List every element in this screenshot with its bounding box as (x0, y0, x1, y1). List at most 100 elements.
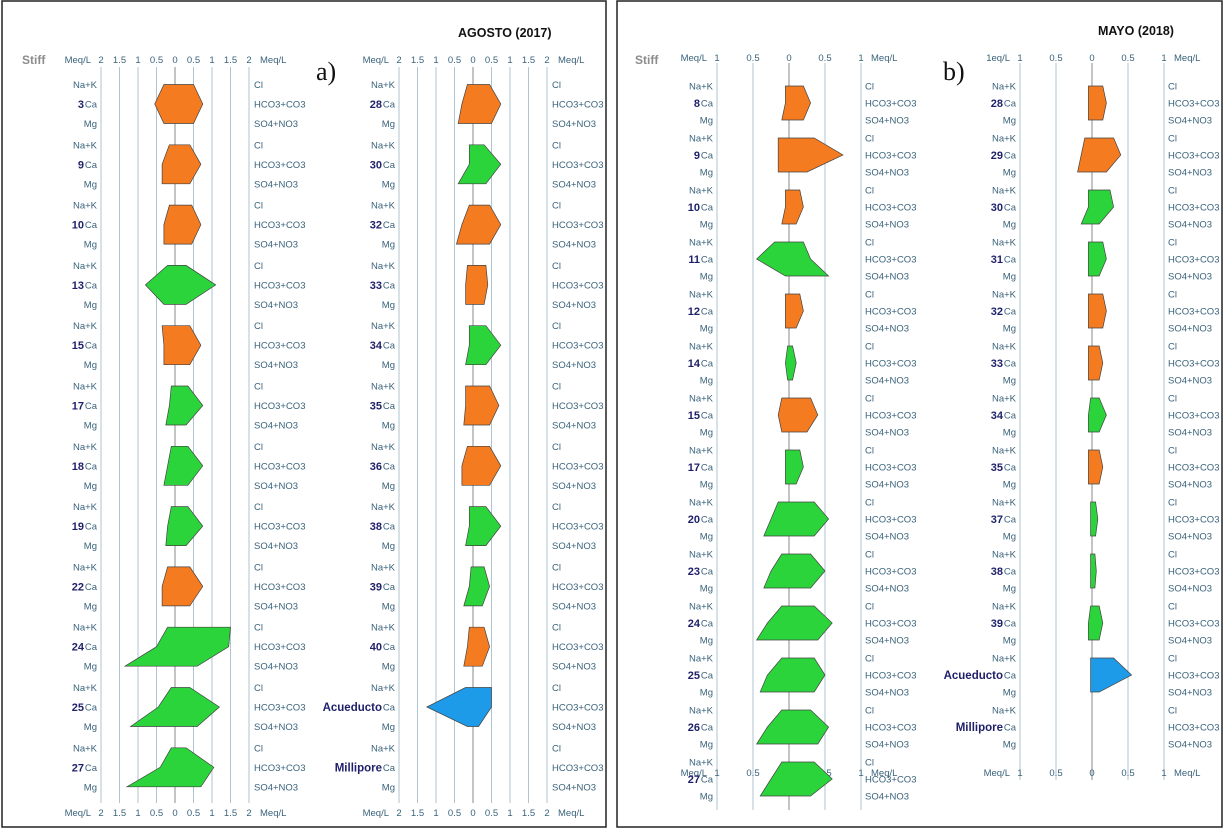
ion-label-hco3-co3: HCO3+CO3 (254, 220, 305, 231)
ion-label-so4-no3: SO4+NO3 (552, 119, 596, 130)
ion-label-na-k: Na+K (73, 743, 98, 754)
bottom-tick-label: 1.5 (113, 808, 126, 819)
ion-label-na-k: Na+K (371, 321, 396, 332)
ion-label-mg: Mg (1003, 636, 1016, 647)
ion-label-hco3-co3: HCO3+CO3 (552, 220, 603, 231)
ion-label-so4-no3: SO4+NO3 (1168, 220, 1212, 231)
ion-label-ca: Ca (1004, 671, 1017, 682)
bottom-tick-label: 1 (714, 768, 719, 779)
bottom-tick-label: 1 (507, 808, 512, 819)
ion-label-so4-no3: SO4+NO3 (552, 662, 596, 673)
ion-label-cl: Cl (1168, 238, 1177, 249)
ion-label-ca: Ca (1004, 723, 1017, 734)
ion-label-hco3-co3: HCO3+CO3 (1168, 723, 1219, 734)
sample-label: 36 (370, 461, 382, 473)
stiff-polygon (129, 687, 220, 727)
ion-label-cl: Cl (254, 80, 263, 91)
sample-label: 20 (688, 514, 700, 526)
ion-label-na-k: Na+K (689, 758, 714, 769)
unit-label-right: Meq/L (1174, 53, 1200, 64)
ion-label-cl: Cl (1168, 82, 1177, 93)
sample-label: 17 (688, 462, 700, 474)
ion-label-hco3-co3: HCO3+CO3 (552, 280, 603, 291)
stiff-polygon (465, 325, 502, 366)
ion-label-ca: Ca (85, 461, 98, 472)
ion-label-ca: Ca (1004, 151, 1017, 162)
ion-label-cl: Cl (865, 290, 874, 301)
unit-label-left: 1eq/L (986, 53, 1010, 64)
stiff-column-3: 10.500.51Meq/LMeq/L10.500.51Meq/LMeq/LNa… (681, 53, 917, 810)
ion-label-so4-no3: SO4+NO3 (865, 688, 909, 699)
ion-label-ca: Ca (1004, 203, 1017, 214)
bottom-tick-label: 1 (1161, 768, 1166, 779)
sample-label: 38 (370, 521, 382, 533)
ion-label-ca: Ca (85, 582, 98, 593)
sample-label: 33 (370, 280, 382, 292)
ion-label-na-k: Na+K (992, 134, 1017, 145)
ion-label-na-k: Na+K (371, 382, 396, 393)
ion-label-mg: Mg (382, 360, 395, 371)
stiff-sample: Na+K Ca Mg9 Cl HCO3+CO3 SO4+NO3 (689, 134, 917, 179)
ion-label-so4-no3: SO4+NO3 (865, 636, 909, 647)
sample-label: 29 (991, 150, 1003, 162)
ion-label-so4-no3: SO4+NO3 (1168, 480, 1212, 491)
ion-label-mg: Mg (1003, 116, 1016, 127)
ion-label-mg: Mg (1003, 740, 1016, 751)
stiff-polygon (161, 566, 204, 607)
sample-label: 22 (72, 581, 84, 593)
ion-label-mg: Mg (84, 360, 97, 371)
ion-label-ca: Ca (383, 642, 396, 653)
sample-label: 17 (72, 401, 84, 413)
ion-label-mg: Mg (700, 428, 713, 439)
stiff-polygon (785, 345, 797, 381)
top-tick-label: 0.5 (746, 53, 759, 64)
top-tick-label: 0.5 (485, 55, 498, 66)
ion-label-so4-no3: SO4+NO3 (865, 480, 909, 491)
stiff-polygon (777, 397, 819, 433)
top-tick-label: 1.5 (411, 55, 424, 66)
ion-label-hco3-co3: HCO3+CO3 (865, 307, 916, 318)
top-tick-label: 2 (246, 55, 251, 66)
ion-label-so4-no3: SO4+NO3 (865, 584, 909, 595)
ion-label-hco3-co3: HCO3+CO3 (552, 401, 603, 412)
ion-label-cl: Cl (552, 623, 561, 634)
ion-label-mg: Mg (382, 662, 395, 673)
bottom-tick-label: 1.5 (522, 808, 535, 819)
ion-label-so4-no3: SO4+NO3 (254, 601, 298, 612)
ion-label-hco3-co3: HCO3+CO3 (1168, 515, 1219, 526)
stiff-polygon (763, 553, 826, 589)
bottom-tick-label: 1.5 (224, 808, 237, 819)
top-tick-label: 1 (209, 55, 214, 66)
ion-label-ca: Ca (701, 203, 714, 214)
unit-label-left: Meq/L (65, 808, 91, 819)
sample-label: Millipore (956, 722, 1003, 734)
ion-label-cl: Cl (865, 82, 874, 93)
ion-label-mg: Mg (1003, 376, 1016, 387)
top-tick-label: 1 (714, 53, 719, 64)
ion-label-so4-no3: SO4+NO3 (1168, 740, 1212, 751)
ion-label-na-k: Na+K (689, 134, 714, 145)
stiff-sample: Na+K Ca Mg 14 Cl HCO3+CO3 SO4+NO3 (688, 342, 917, 387)
ion-label-hco3-co3: HCO3+CO3 (254, 160, 305, 171)
ion-label-mg: Mg (700, 584, 713, 595)
ion-label-cl: Cl (865, 498, 874, 509)
ion-label-cl: Cl (1168, 602, 1177, 613)
sample-label: 19 (72, 521, 84, 533)
stiff-polygon (144, 265, 217, 305)
ion-label-mg: Mg (382, 481, 395, 492)
unit-label-right: Meq/L (558, 808, 584, 819)
sample-label: 23 (688, 566, 700, 578)
ion-label-cl: Cl (865, 134, 874, 145)
bottom-tick-label: 1 (1017, 768, 1022, 779)
